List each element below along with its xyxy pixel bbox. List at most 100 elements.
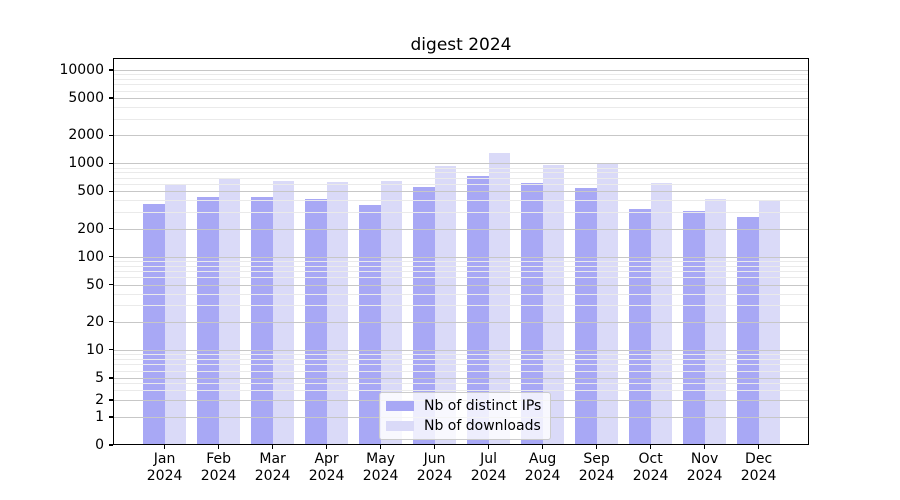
x-tick-label-year: 2024 <box>470 467 507 484</box>
x-tick-label-month: Aug <box>528 451 557 467</box>
gridline-minor <box>113 354 809 356</box>
x-tick-label-month: Dec <box>745 451 773 467</box>
y-tick-label: 500 <box>77 183 104 200</box>
x-tick-mark <box>596 445 598 449</box>
x-tick-label-month: Jun <box>423 451 446 467</box>
gridline-minor <box>113 177 809 179</box>
gridline-major <box>113 377 809 379</box>
bar-distinct-ips-feb <box>197 197 219 445</box>
x-tick-label-year: 2024 <box>308 467 345 484</box>
bar-distinct-ips-nov <box>683 210 705 445</box>
y-tick-mark <box>109 69 113 71</box>
gridline-minor <box>113 364 809 366</box>
gridline-minor <box>113 293 809 295</box>
y-tick-label: 2000 <box>68 127 104 144</box>
x-tick-label-year: 2024 <box>254 467 291 484</box>
y-tick-mark <box>109 444 113 446</box>
y-tick-label: 0 <box>95 437 104 453</box>
gridline-major <box>113 321 809 323</box>
x-tick-mark <box>434 445 436 449</box>
legend-swatch-downloads <box>386 421 414 431</box>
x-tick-label-year: 2024 <box>578 467 615 484</box>
x-tick-label: Dec 2024 <box>729 451 789 484</box>
x-tick-label: Jun 2024 <box>405 451 465 484</box>
x-tick-label: May 2024 <box>351 451 411 484</box>
x-tick-label-month: Oct <box>638 451 663 467</box>
x-tick-label-year: 2024 <box>362 467 399 484</box>
gridline-major <box>113 228 809 230</box>
y-tick-mark <box>109 97 113 99</box>
gridline-major <box>113 135 809 137</box>
x-tick-mark <box>218 445 220 449</box>
x-tick-mark <box>380 445 382 449</box>
gridline-minor <box>113 200 809 202</box>
x-tick-label-month: Jan <box>153 451 176 467</box>
bar-downloads-apr <box>326 182 349 445</box>
legend-swatch-distinct-ips <box>386 401 414 411</box>
x-tick-label-year: 2024 <box>146 467 183 484</box>
x-tick-mark <box>758 445 760 449</box>
chart-title: digest 2024 <box>410 35 512 55</box>
gridline-minor <box>113 305 809 307</box>
legend-label-distinct-ips: Nb of distinct IPs <box>424 398 542 414</box>
bar-distinct-ips-dec <box>737 217 759 445</box>
gridline-minor <box>113 277 809 279</box>
gridline-major <box>113 98 809 100</box>
y-tick-mark <box>109 377 113 379</box>
legend-item-distinct-ips: Nb of distinct IPs <box>386 398 541 414</box>
gridline-major <box>113 284 809 286</box>
x-tick-label-year: 2024 <box>740 467 777 484</box>
y-tick-mark <box>109 190 113 192</box>
legend-label-downloads: Nb of downloads <box>424 418 541 434</box>
y-tick-label: 5000 <box>68 90 104 107</box>
bar-downloads-aug <box>542 164 565 445</box>
y-tick-mark <box>109 162 113 164</box>
x-tick-label: Apr 2024 <box>297 451 357 484</box>
plot-area <box>113 58 809 445</box>
gridline-major <box>113 70 809 71</box>
gridline-minor <box>113 84 809 86</box>
bar-downloads-mar <box>272 180 295 445</box>
x-tick-label: Jan 2024 <box>135 451 195 484</box>
legend-item-downloads: Nb of downloads <box>386 418 541 434</box>
x-tick-label: Aug 2024 <box>513 451 573 484</box>
x-tick-mark <box>272 445 274 449</box>
x-tick-mark <box>542 445 544 449</box>
x-tick-label-year: 2024 <box>416 467 453 484</box>
gridline-minor <box>113 370 809 372</box>
x-tick-label-month: Jul <box>480 451 498 467</box>
x-tick-label-month: Mar <box>259 451 286 467</box>
bar-downloads-jul <box>488 152 511 445</box>
y-tick-label: 50 <box>86 276 104 293</box>
gridline-major <box>113 191 809 193</box>
gridline-major <box>113 256 809 258</box>
bar-distinct-ips-jul <box>467 176 489 445</box>
y-tick-mark <box>109 321 113 323</box>
y-tick-mark <box>109 399 113 401</box>
x-tick-label: Nov 2024 <box>675 451 735 484</box>
bar-downloads-may <box>380 181 403 445</box>
bar-distinct-ips-jun <box>413 186 435 445</box>
y-tick-label: 10000 <box>59 62 104 78</box>
bar-distinct-ips-mar <box>251 197 273 445</box>
y-tick-mark <box>109 284 113 286</box>
x-tick-label-month: Nov <box>690 451 719 467</box>
x-tick-label-month: Feb <box>206 451 231 467</box>
bar-downloads-oct <box>650 182 673 445</box>
bar-downloads-jan <box>164 183 187 445</box>
x-tick-label-month: May <box>366 451 396 467</box>
legend: Nb of distinct IPs Nb of downloads <box>379 392 552 440</box>
gridline-minor <box>113 118 809 120</box>
gridline-minor <box>113 383 809 385</box>
gridline-minor <box>113 74 809 76</box>
gridline-major <box>113 349 809 351</box>
y-tick-mark <box>109 416 113 418</box>
x-tick-label: Feb 2024 <box>189 451 249 484</box>
x-tick-label: Mar 2024 <box>243 451 303 484</box>
gridline-major <box>113 163 809 165</box>
x-tick-mark <box>704 445 706 449</box>
y-tick-label: 1 <box>95 409 104 425</box>
x-tick-label-month: Sep <box>583 451 610 467</box>
x-tick-label: Sep 2024 <box>567 451 627 484</box>
